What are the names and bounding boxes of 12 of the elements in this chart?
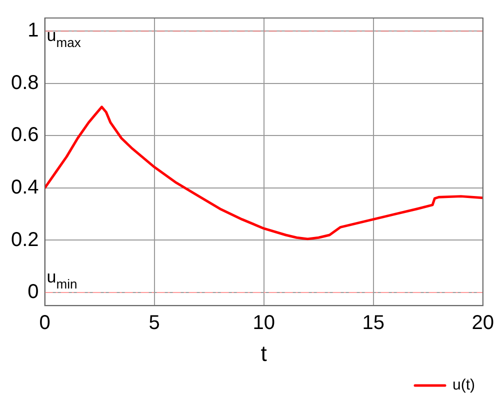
x-tick-label: 5 bbox=[148, 312, 160, 334]
y-tick-label: 0.2 bbox=[10, 228, 39, 251]
y-tick-label: 0.8 bbox=[10, 72, 39, 94]
x-axis-title: t bbox=[260, 340, 267, 366]
x-tick-label: 15 bbox=[362, 312, 384, 334]
y-tick-label: 1 bbox=[28, 20, 39, 42]
y-tick-label: 0 bbox=[28, 281, 39, 304]
legend-label: u(t) bbox=[452, 376, 476, 394]
y-tick-label: 0.6 bbox=[10, 124, 39, 146]
y-tick-label: 0.4 bbox=[10, 176, 39, 198]
x-tick-label: 20 bbox=[472, 312, 494, 334]
x-tick-label: 10 bbox=[252, 312, 275, 334]
